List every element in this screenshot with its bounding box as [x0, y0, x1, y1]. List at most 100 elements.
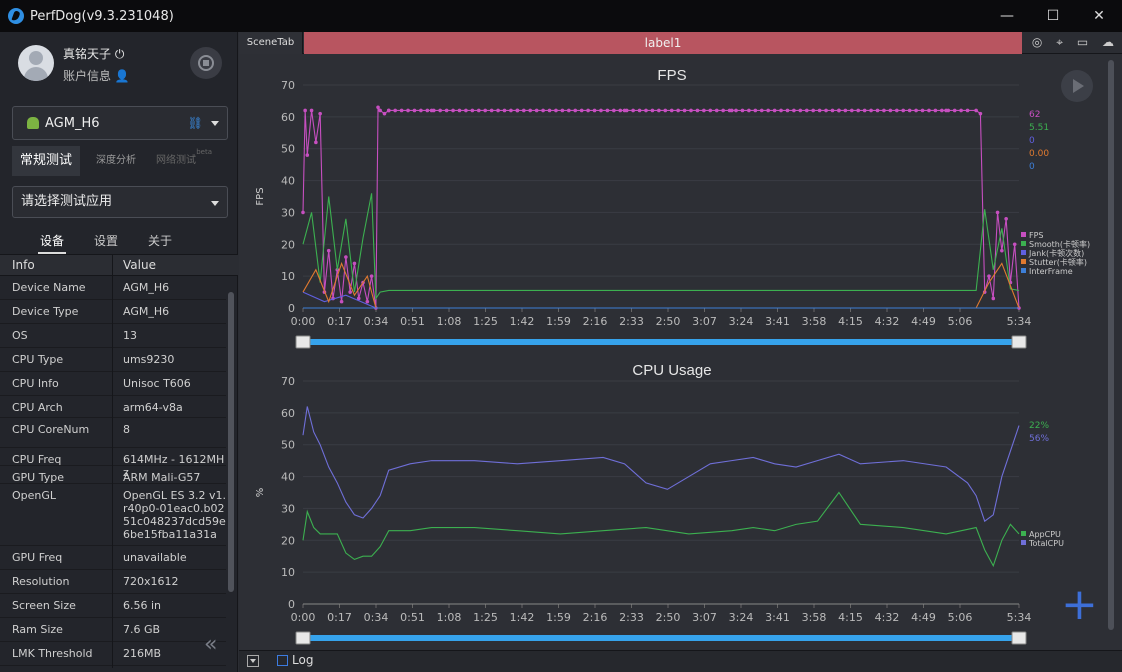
data-point — [987, 274, 991, 278]
info-value: OpenGL ES 3.2 v1.r40p0-01eac0.b0251c0482… — [123, 489, 226, 541]
data-point — [811, 108, 816, 113]
tab-device[interactable]: 设备 — [38, 232, 67, 254]
data-point — [631, 108, 635, 113]
cloud-icon[interactable]: ☁ — [1102, 35, 1115, 49]
android-icon — [27, 117, 39, 129]
data-point — [554, 108, 558, 113]
y-tick-label: 60 — [281, 407, 295, 420]
sidebar-scrollbar[interactable] — [228, 292, 234, 592]
x-tick-label: 0:17 — [327, 611, 352, 624]
expand-dropdown-icon[interactable] — [247, 655, 259, 667]
tab-settings[interactable]: 设置 — [94, 234, 119, 248]
x-tick-label: 3:24 — [729, 315, 754, 328]
scene-tab[interactable]: SceneTab — [239, 32, 303, 54]
stop-icon — [198, 55, 214, 71]
data-point — [348, 290, 352, 294]
data-point — [412, 108, 417, 113]
pin-icon[interactable]: ⌖ — [1056, 35, 1064, 49]
scene-bar: SceneTab label1 ◎ ⌖ ▭ ☁ — [239, 32, 1122, 54]
x-tick-label: 0:51 — [400, 611, 425, 624]
account-info-link[interactable]: 账户信息 👤 — [63, 69, 130, 83]
y-tick-label: 20 — [281, 534, 295, 547]
data-point — [901, 108, 906, 113]
table-row[interactable]: OS 13 — [0, 324, 226, 348]
table-row[interactable]: GPU Type ARM Mali-G57 — [0, 466, 226, 484]
data-point — [534, 108, 539, 113]
data-point — [522, 108, 526, 113]
data-point — [657, 108, 661, 113]
legend-label: FPS — [1029, 231, 1044, 240]
data-point — [1004, 217, 1008, 221]
data-point — [586, 108, 590, 113]
info-key: Screen Size — [12, 599, 76, 612]
table-row[interactable]: CPU Info Unisoc T606 — [0, 372, 226, 396]
info-value: Unisoc T606 — [123, 377, 191, 390]
table-row[interactable]: CPU Freq 614MHz - 1612MHz — [0, 448, 226, 479]
x-tick-label: 4:32 — [875, 315, 900, 328]
info-key: OS — [12, 329, 28, 342]
maximize-button[interactable]: ☐ — [1046, 8, 1060, 24]
column-header-value: Value — [123, 258, 156, 272]
table-row[interactable]: GPU Freq unavailable — [0, 546, 226, 570]
data-point — [339, 299, 344, 304]
location-icon[interactable]: ◎ — [1031, 35, 1043, 49]
x-tick-label: 3:41 — [765, 611, 790, 624]
x-tick-label: 4:15 — [838, 611, 863, 624]
device-select[interactable]: AGM_H6 ⛓ — [12, 106, 228, 140]
data-point — [978, 111, 983, 116]
table-row[interactable]: Device Type AGM_H6 — [0, 300, 226, 324]
y-tick-label: 30 — [281, 206, 295, 219]
minimize-button[interactable]: — — [1000, 8, 1014, 24]
table-row[interactable]: Resolution 720x1612 — [0, 570, 226, 594]
table-row[interactable]: CPU CoreNum 8 — [0, 418, 226, 448]
table-row[interactable]: OpenGL OpenGL ES 3.2 v1.r40p0-01eac0.b025… — [0, 484, 226, 546]
data-point — [393, 108, 397, 113]
folder-icon[interactable]: ▭ — [1076, 35, 1089, 49]
table-row[interactable]: Device Name AGM_H6 — [0, 276, 226, 300]
table-row[interactable]: Ram Size 7.6 GB — [0, 618, 226, 642]
info-key: CPU Arch — [12, 401, 63, 414]
x-tick-label: 1:42 — [510, 611, 535, 624]
info-key: Device Name — [12, 281, 86, 294]
tab-about[interactable]: 关于 — [148, 234, 173, 248]
info-value: arm64-v8a — [123, 401, 183, 414]
main-scrollbar[interactable] — [1108, 60, 1114, 630]
user-name[interactable]: 真铭天子 ⏻ — [63, 47, 125, 61]
data-point — [314, 140, 318, 145]
avatar[interactable] — [18, 45, 54, 81]
info-key: Device Type — [12, 305, 79, 318]
y-tick-label: 20 — [281, 238, 295, 251]
table-row[interactable]: CPU Arch arm64-v8a — [0, 396, 226, 418]
tab-network-test[interactable]: 网络测试 beta — [148, 146, 212, 176]
top-toolbar: ◎ ⌖ ▭ ☁ — [1025, 35, 1121, 51]
legend-label: InterFrame — [1029, 267, 1073, 276]
close-button[interactable]: ✕ — [1093, 8, 1105, 24]
data-point — [378, 108, 382, 113]
scene-label-bar[interactable]: label1 — [304, 32, 1022, 54]
tab-deep-analysis[interactable]: 深度分析 — [96, 155, 137, 166]
data-point — [914, 108, 918, 113]
table-row[interactable]: LMK Threshold 216MB — [0, 642, 226, 666]
range-slider-track — [303, 635, 1019, 641]
link-icon[interactable]: ⛓ — [187, 116, 203, 130]
legend-swatch — [1021, 232, 1026, 237]
data-point — [991, 296, 996, 301]
add-chart-button[interactable]: + — [1061, 579, 1098, 630]
tab-normal-test[interactable]: 常规测试 — [12, 146, 81, 176]
log-checkbox[interactable] — [277, 655, 288, 666]
data-point — [509, 108, 513, 113]
window-title: PerfDog(v9.3.231048) — [30, 8, 174, 24]
play-button[interactable] — [1061, 70, 1093, 102]
table-row[interactable]: Screen Size 6.56 in — [0, 594, 226, 618]
table-row[interactable]: CPU Type ums9230 — [0, 348, 226, 372]
data-point — [483, 108, 488, 113]
data-point — [792, 108, 796, 113]
app-select[interactable]: 请选择测试应用 — [12, 186, 228, 218]
y-tick-label: 70 — [281, 79, 295, 92]
x-tick-label: 1:25 — [473, 315, 498, 328]
data-point — [965, 108, 970, 113]
app-select-value: 请选择测试应用 — [21, 194, 113, 209]
data-point — [1012, 242, 1017, 247]
collapse-sidebar-icon[interactable]: « — [204, 632, 218, 657]
stop-button[interactable] — [190, 47, 222, 79]
